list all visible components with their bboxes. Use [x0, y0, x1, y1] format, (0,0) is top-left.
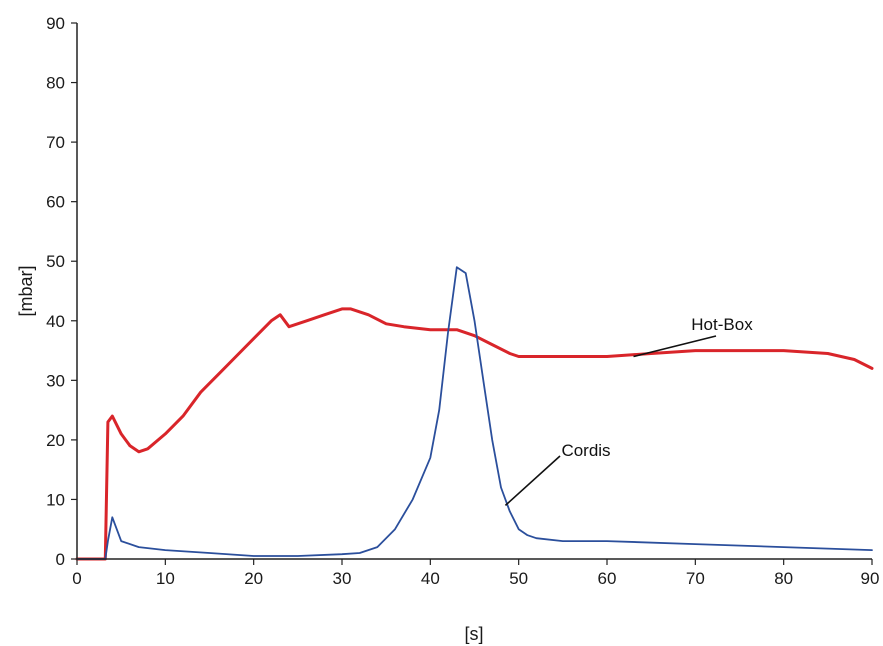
- y-tick-label: 80: [46, 74, 65, 93]
- y-tick-label: 10: [46, 490, 65, 509]
- cordis-annotation-leader: [504, 455, 561, 506]
- hot-box-annotation-leader: [633, 335, 717, 358]
- ticks-layer: 0 10 20 30 40 50 60 70 80 90 0 10 20 30 40 50 60 70 80 90: [46, 14, 879, 588]
- y-axis-title: [mbar]: [16, 265, 36, 316]
- x-tick-label: 20: [244, 569, 263, 588]
- y-tick-label: 40: [46, 312, 65, 331]
- y-tick-label: 20: [46, 431, 65, 450]
- hot-box-series-line: [75, 307, 874, 561]
- x-tick-label: 30: [333, 569, 352, 588]
- y-tick-label: 30: [46, 371, 65, 390]
- cordis-series-line: [76, 266, 873, 560]
- x-tick-label: 80: [774, 569, 793, 588]
- plot-background: [77, 23, 872, 559]
- x-tick-label: 60: [598, 569, 617, 588]
- plot-area: [77, 23, 872, 559]
- y-tick-label: 60: [46, 193, 65, 212]
- y-tick-label: 90: [46, 14, 65, 33]
- x-tick-label: 10: [156, 569, 175, 588]
- y-tick-label: 0: [56, 550, 65, 569]
- axes-layer: [76, 23, 872, 560]
- x-tick-label: 90: [861, 569, 880, 588]
- cordis-series-label: Cordis: [561, 441, 610, 460]
- x-tick-label: 50: [509, 569, 528, 588]
- y-tick-label: 70: [46, 133, 65, 152]
- x-axis-title: [s]: [464, 624, 483, 644]
- x-tick-label: 40: [421, 569, 440, 588]
- x-tick-label: 0: [72, 569, 81, 588]
- hot-box-series-label: Hot-Box: [691, 315, 753, 334]
- y-tick-label: 50: [46, 252, 65, 271]
- series-layer: [75, 266, 874, 561]
- x-tick-label: 70: [686, 569, 705, 588]
- annotation-layer: Hot-Box Cordis: [504, 315, 753, 506]
